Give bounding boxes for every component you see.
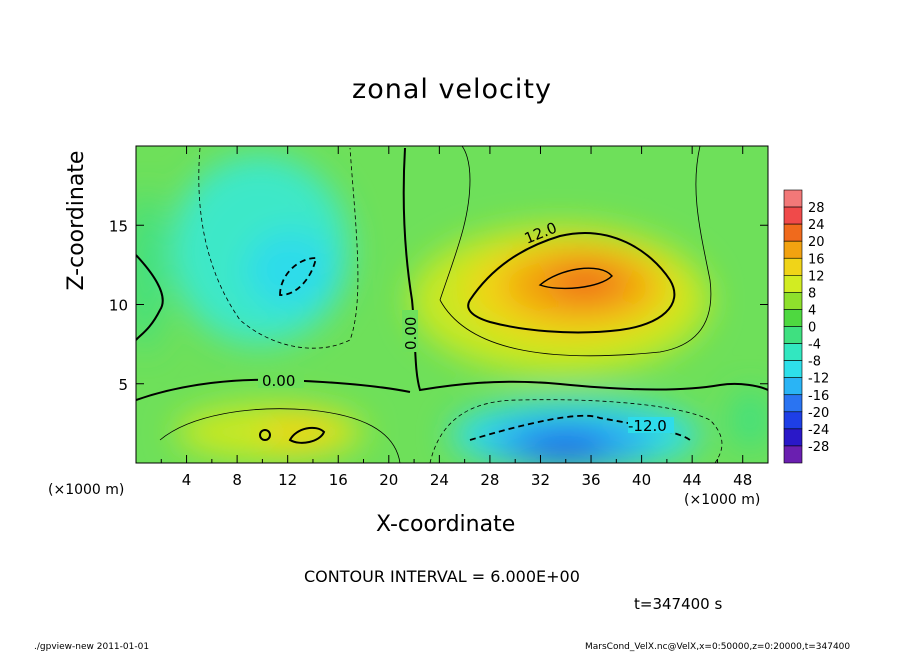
zero-contour-main: [402, 147, 768, 392]
colorbar-label: -16: [808, 389, 829, 404]
contour-lines: [136, 146, 768, 463]
colorbar-label: 20: [808, 235, 825, 250]
colorbar-swatch: [783, 445, 803, 464]
x-tick-label: 32: [531, 471, 550, 489]
colorbar: -28 -24 -20 -16 -12 -8 -4 0 4 8 12 16 20 24 28: [783, 189, 829, 464]
contour-6-lower: [159, 408, 401, 463]
colorbar-swatch: [783, 411, 803, 430]
contour-label-zero-lower: 0.00: [262, 372, 295, 390]
colorbar-label: -12: [808, 372, 829, 387]
contour-6-upper: [439, 146, 712, 357]
colorbar-label: 8: [808, 286, 816, 301]
contour-label-zero-vertical: 0.00: [402, 317, 420, 350]
colorbar-label: 4: [808, 303, 816, 318]
colorbar-swatch: [783, 394, 803, 413]
x-tick-label: 20: [379, 471, 398, 489]
colorbar-label: 12: [808, 269, 825, 284]
colorbar-swatch: [783, 240, 803, 259]
x-axis-unit-left: (×1000 m): [48, 482, 125, 498]
x-tick-label: 48: [733, 471, 752, 489]
colorbar-swatch: [783, 309, 803, 327]
colorbar-label: 24: [808, 218, 825, 233]
colorbar-swatch: [783, 206, 803, 225]
contour-minus6-upper: [198, 147, 359, 349]
colorbar-label: -28: [808, 440, 829, 455]
colorbar-label: -20: [808, 406, 829, 421]
x-tick-label: 8: [232, 471, 242, 489]
contour-label-minus12: -12.0: [628, 417, 667, 435]
colorbar-label: -4: [808, 338, 821, 353]
contour-minus6-lower: [429, 399, 723, 463]
x-tick-label: 28: [480, 471, 499, 489]
colorbar-swatch: [783, 428, 803, 447]
contour-interval-label: CONTOUR INTERVAL = 6.000E+00: [304, 567, 580, 586]
y-axis-ticks: 5 10 15: [109, 217, 768, 394]
colorbar-swatch: [783, 223, 803, 242]
colorbar-label: 16: [808, 252, 825, 267]
footer-right-text: MarsCond_VelX.nc@VelX,x=0:50000,z=0:2000…: [585, 642, 851, 652]
colorbar-swatch: [783, 257, 803, 276]
colorbar-swatch: [783, 360, 803, 378]
x-tick-label: 36: [581, 471, 600, 489]
colorbar-label: -8: [808, 355, 821, 370]
colorbar-swatch: [783, 326, 803, 344]
colorbar-swatch: [783, 292, 803, 310]
footer-left-text: ./gpview-new 2011-01-01: [34, 642, 150, 652]
contour-12-upper: [467, 232, 676, 334]
chart-title: zonal velocity: [352, 74, 552, 105]
colorbar-label: 28: [808, 201, 825, 216]
colorbar-swatch: [783, 377, 803, 396]
x-tick-label: 4: [182, 471, 192, 489]
x-axis-ticks: 4 8 12 16 20 24 28 32 36 40 44 48: [160, 146, 752, 489]
x-tick-label: 40: [632, 471, 651, 489]
contour-12-lower-small: [259, 429, 271, 441]
contour-18-upper: [538, 267, 613, 290]
x-tick-label: 24: [430, 471, 449, 489]
time-label: t=347400 s: [634, 595, 723, 613]
plot-area: 0.00 0.00 12.0 -12.0: [136, 146, 768, 463]
colorbar-swatch: [783, 189, 803, 208]
x-tick-label: 16: [329, 471, 348, 489]
colorbar-label: -24: [808, 423, 829, 438]
y-tick-label: 15: [109, 217, 128, 235]
field-shading: [136, 155, 768, 463]
x-tick-label: 12: [278, 471, 297, 489]
zero-contour-left: [136, 254, 164, 341]
colorbar-swatch: [783, 275, 803, 293]
x-axis-unit-right: (×1000 m): [684, 492, 761, 508]
y-tick-label: 10: [109, 297, 128, 315]
contour-12-lower: [288, 426, 326, 444]
x-tick-label: 44: [683, 471, 702, 489]
colorbar-label: 0: [808, 321, 816, 336]
x-axis-label: X-coordinate: [376, 512, 516, 537]
colorbar-swatch: [783, 343, 803, 361]
y-tick-label: 5: [118, 376, 128, 394]
